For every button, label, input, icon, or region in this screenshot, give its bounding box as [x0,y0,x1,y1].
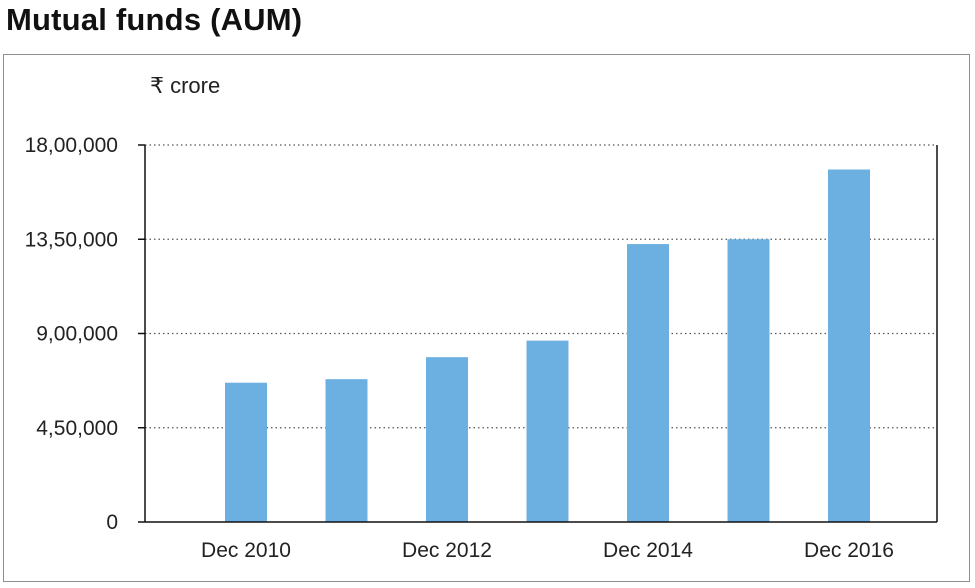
y-tick-label: 9,00,000 [36,323,118,346]
x-tick-label: Dec 2010 [201,539,291,562]
bar [727,239,770,522]
y-tick-label: 0 [106,511,118,534]
y-tick-label: 4,50,000 [36,417,118,440]
chart-title: Mutual funds (AUM) [6,2,303,37]
y-tick-label: 13,50,000 [25,228,118,251]
x-tick-label: Dec 2014 [603,539,693,562]
bar [225,382,267,522]
bar [526,340,569,522]
bar [325,379,368,522]
bar [426,357,468,522]
unit-label: ₹ crore [150,73,220,98]
x-tick-label: Dec 2016 [804,539,894,562]
bar [828,169,870,522]
chart-frame [3,54,970,582]
x-tick-label: Dec 2012 [402,539,492,562]
bar [627,244,669,523]
y-tick-label: 18,00,000 [25,134,118,157]
